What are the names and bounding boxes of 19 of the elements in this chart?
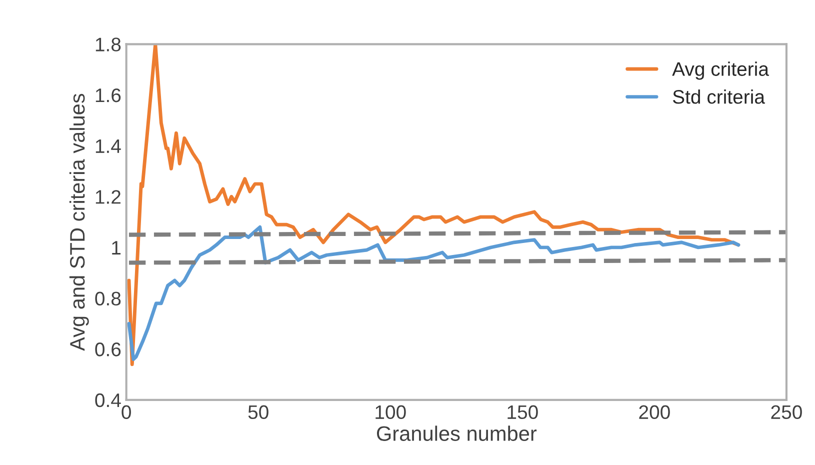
x-tick-label: 100 [376, 405, 406, 420]
y-tick-label: 0.8 [95, 292, 121, 306]
x-tick-label: 50 [248, 405, 268, 420]
x-tick-label: 150 [508, 405, 538, 420]
y-tick-label: 1.4 [96, 139, 121, 153]
y-tick-label: 0.6 [95, 342, 121, 356]
legend-label: Avg criteria [672, 62, 769, 80]
x-tick-label: 0 [122, 405, 131, 420]
y-tick-label: 1 [112, 241, 121, 254]
y-axis-title: Avg and STD criteria values [69, 94, 89, 351]
y-tick-label: 1.2 [96, 190, 120, 204]
x-tick-label: 200 [639, 405, 670, 420]
x-axis-title: Granules number [376, 426, 537, 441]
y-tick-label: 0.4 [95, 393, 121, 408]
line-series [127, 225, 740, 361]
y-tick-label: 1.8 [96, 38, 121, 52]
y-tick-label: 1.6 [96, 88, 121, 102]
legend-label: Std criteria [672, 90, 765, 104]
x-tick-label: 250 [771, 405, 802, 420]
